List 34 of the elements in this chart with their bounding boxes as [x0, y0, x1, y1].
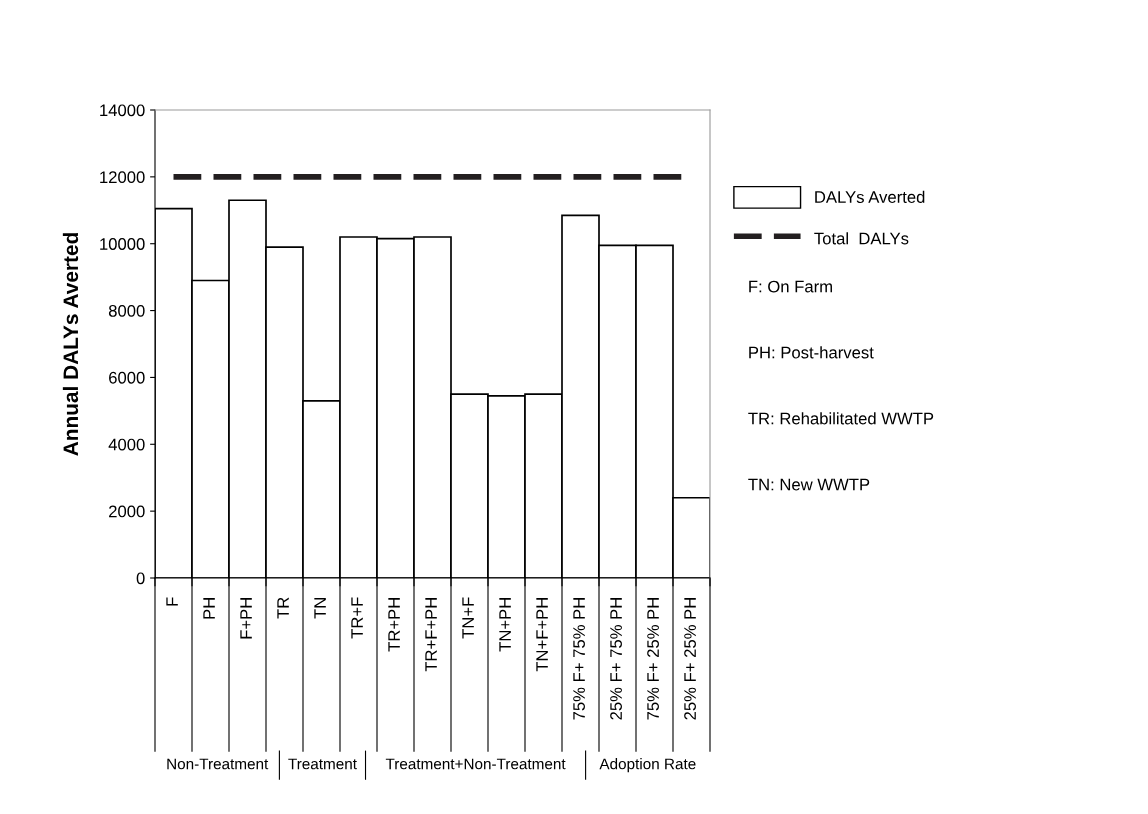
x-tick-label: TR+F [351, 597, 363, 639]
x-tick-label: F+PH [240, 598, 252, 639]
y-tick-label: 6000 [109, 371, 145, 384]
text: TN: New WWTP [748, 478, 870, 491]
y-tick-label: 8000 [108, 304, 145, 317]
text: Treatment+Non-Treatment [385, 758, 566, 770]
x-tick-label: 75% F+ 75% PH [573, 598, 585, 720]
y-axis-title: Annual DALYs Averted [62, 233, 79, 456]
legend-label: DALYs Averted [815, 190, 925, 203]
x-tick-label: TN [314, 598, 326, 619]
x-tick-label: TN+F [462, 597, 474, 639]
x-tick-label: 75% F+ 25% PH [647, 598, 659, 720]
y-tick-label: 12000 [100, 171, 145, 184]
x-tick-label: TR+PH [388, 598, 400, 652]
y-tick-label: 4000 [108, 438, 145, 451]
x-tick-label: TN+PH [499, 598, 511, 652]
text: PH: Post-harvest [749, 346, 874, 359]
text: Treatment [288, 758, 357, 770]
y-tick-label: 0 [136, 572, 145, 585]
x-tick-label: TR+F+PH [425, 598, 437, 672]
x-tick-label: TN+F+PH [536, 598, 548, 672]
x-tick-label: TR [277, 597, 289, 619]
x-tick-label: 25% F+ 75% PH [610, 598, 622, 720]
text: F: On Farm [749, 280, 832, 293]
legend-label: Total DALYs [814, 232, 909, 245]
text: TR: Rehabilitated WWTP [748, 412, 934, 425]
x-tick-label: PH [203, 598, 215, 619]
text: Non-Treatment [167, 758, 269, 770]
x-tick-label: 25% F+ 25% PH [684, 598, 696, 720]
y-tick-label: 14000 [100, 104, 145, 117]
text: Adoption Rate [599, 758, 696, 773]
y-tick-label: 10000 [100, 238, 145, 250]
x-tick-label: F [166, 597, 178, 606]
y-tick-label: 2000 [109, 505, 145, 518]
